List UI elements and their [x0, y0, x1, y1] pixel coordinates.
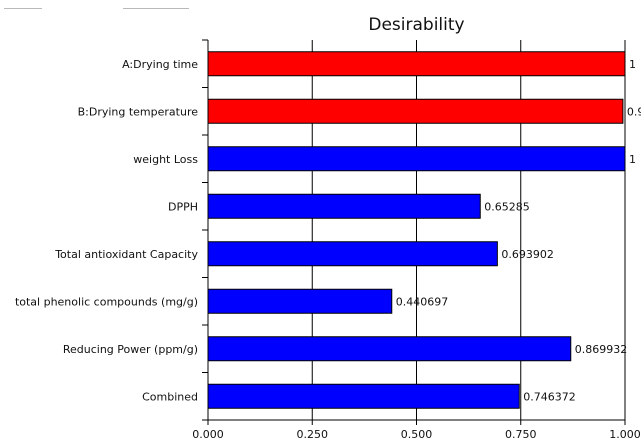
chart-title: Desirability [368, 15, 464, 35]
category-label: weight Loss [133, 153, 198, 166]
labels: 0.000 0.250 0.500 0.750 1.000 A:Drying time 1 B… [15, 58, 641, 441]
x-tick-label: 0.250 [297, 428, 329, 441]
bars [207, 51, 626, 409]
value-label: 0.746372 [523, 390, 576, 403]
value-label: 0.65285 [484, 200, 530, 213]
x-tick-label: 0.750 [505, 428, 537, 441]
value-label: 0.869932 [575, 343, 628, 356]
grid [207, 40, 626, 420]
value-label: 1 [629, 153, 636, 166]
tab-strip-right[interactable] [123, 0, 189, 9]
category-label: A:Drying time [122, 58, 198, 71]
x-tick-label: 0.000 [192, 428, 224, 441]
value-label: 0.440697 [396, 295, 449, 308]
bar [207, 146, 626, 172]
bar [207, 98, 624, 124]
bar [207, 288, 393, 314]
category-label: total phenolic compounds (mg/g) [15, 295, 198, 308]
bar [207, 193, 481, 219]
value-label: 0.693902 [501, 248, 554, 261]
value-label: 0.9 [627, 105, 641, 118]
bar [207, 336, 572, 362]
tab-strip-left[interactable] [4, 0, 42, 9]
bar [207, 51, 626, 77]
x-tick-label: 1.000 [609, 428, 641, 441]
category-label: DPPH [168, 200, 198, 213]
value-label: 1 [629, 58, 636, 71]
category-label: Combined [142, 390, 198, 403]
category-label: Total antioxidant Capacity [54, 248, 198, 261]
category-label: Reducing Power (ppm/g) [63, 343, 198, 356]
x-tick-label: 0.500 [401, 428, 433, 441]
bar [207, 383, 520, 409]
axes [202, 39, 626, 425]
category-label: B:Drying temperature [78, 105, 199, 118]
bar [207, 241, 498, 267]
